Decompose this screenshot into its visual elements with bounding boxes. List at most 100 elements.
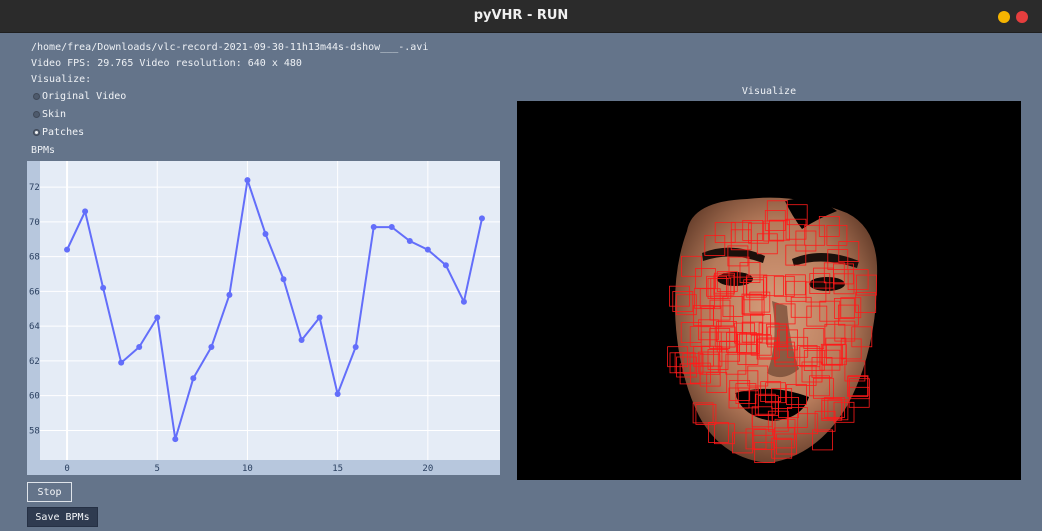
patch-box	[786, 384, 807, 405]
patch-box	[739, 262, 761, 284]
bpm-data-point	[334, 390, 341, 397]
patch-box	[727, 245, 749, 267]
patch-box	[773, 275, 795, 297]
bpm-data-point	[424, 246, 431, 253]
patch-box	[765, 382, 787, 404]
patch-box	[833, 273, 855, 295]
patch-box	[747, 365, 769, 387]
stop-button[interactable]: Stop	[27, 482, 72, 502]
bpm-data-point	[370, 224, 377, 231]
patch-box	[700, 306, 722, 328]
bpm-data-point	[478, 215, 485, 222]
bpm-data-point	[460, 298, 467, 305]
patch-box	[804, 224, 826, 246]
patch-box	[848, 386, 870, 408]
bpm-label: BPMs	[31, 145, 56, 156]
bpm-data-point	[406, 237, 413, 244]
patch-box	[689, 362, 711, 384]
radio-indicator[interactable]	[33, 128, 40, 136]
x-tick-label: 5	[155, 464, 160, 474]
patch-box	[837, 304, 859, 326]
x-tick-label: 10	[242, 464, 253, 474]
patch-box	[796, 345, 818, 366]
y-tick-label: 62	[29, 357, 40, 367]
patch-box	[692, 345, 714, 367]
right-eyebrow	[792, 252, 859, 268]
patch-box	[675, 294, 697, 316]
patch-box	[840, 297, 862, 319]
patch-box	[764, 210, 786, 231]
close-button[interactable]	[1016, 11, 1028, 23]
patch-box	[812, 429, 834, 451]
video-info-text: Video FPS: 29.765 Video resolution: 640 …	[31, 58, 302, 69]
patch-box	[767, 410, 789, 432]
patch-overlay	[667, 200, 877, 464]
patch-box	[774, 303, 796, 325]
patch-box	[820, 343, 842, 365]
patch-box	[771, 388, 793, 409]
bpm-data-point	[100, 284, 107, 291]
radio-original-video[interactable]: Original Video	[33, 89, 153, 103]
patch-box	[803, 350, 825, 371]
patch-box	[709, 328, 731, 349]
radio-skin[interactable]: Skin	[33, 107, 153, 121]
patch-box	[809, 273, 831, 295]
bpm-data-point	[262, 231, 269, 238]
patch-box	[844, 360, 866, 382]
patch-box	[725, 353, 747, 375]
bpm-chart[interactable]: 58 60 62 64 66 68 70 72 0 5 10 15 20	[27, 161, 500, 475]
patch-box	[756, 233, 778, 255]
patch-box	[745, 428, 767, 450]
bpm-data-point	[154, 314, 161, 321]
patch-box	[728, 256, 750, 278]
patch-box	[821, 398, 843, 420]
bpm-chart-svg[interactable]: 58 60 62 64 66 68 70 72 0 5 10 15 20	[27, 161, 500, 475]
patch-box	[758, 322, 780, 344]
patch-box	[714, 423, 735, 445]
patch-box	[774, 341, 795, 363]
bpm-series-line	[66, 179, 483, 440]
patch-box	[847, 269, 869, 291]
patch-box	[730, 221, 752, 243]
title-bar: pyVHR - RUN	[0, 0, 1042, 33]
patch-box	[818, 216, 840, 237]
patch-box	[776, 433, 797, 455]
bpm-data-point	[208, 344, 215, 351]
bpm-data-point	[82, 208, 89, 215]
patch-box	[722, 296, 744, 317]
bpm-data-point	[136, 344, 143, 351]
patch-box	[753, 429, 775, 451]
patch-box	[811, 356, 833, 378]
patch-box	[758, 337, 780, 359]
patch-box	[851, 326, 873, 348]
radio-patches[interactable]: Patches	[33, 125, 153, 139]
patch-box	[797, 413, 819, 435]
patch-box	[743, 279, 765, 301]
radio-indicator[interactable]	[33, 110, 40, 118]
patch-box	[709, 299, 731, 321]
patch-box	[756, 338, 778, 360]
bpm-data-point	[352, 344, 359, 351]
save-bpms-button[interactable]: Save BPMs	[27, 507, 98, 527]
patch-box	[774, 418, 796, 440]
patch-box	[855, 292, 877, 313]
bpm-data-point	[226, 291, 233, 298]
patch-box	[767, 326, 789, 348]
patch-box	[827, 399, 849, 421]
radio-indicator[interactable]	[33, 92, 40, 100]
x-tick-label: 0	[64, 464, 69, 474]
bpm-data-point	[64, 246, 71, 253]
bpm-data-point	[442, 262, 449, 269]
y-tick-label: 68	[29, 253, 40, 263]
y-tick-label: 66	[29, 287, 40, 297]
bpm-data-point	[244, 177, 251, 184]
patch-box	[708, 421, 729, 443]
left-eyebrow	[702, 247, 765, 263]
y-tick-label: 72	[29, 183, 40, 193]
patch-box	[748, 222, 769, 244]
patch-box	[714, 326, 736, 348]
patch-box	[754, 442, 776, 464]
minimize-button[interactable]	[998, 11, 1010, 23]
patch-box	[706, 372, 728, 393]
patch-box	[847, 376, 869, 397]
